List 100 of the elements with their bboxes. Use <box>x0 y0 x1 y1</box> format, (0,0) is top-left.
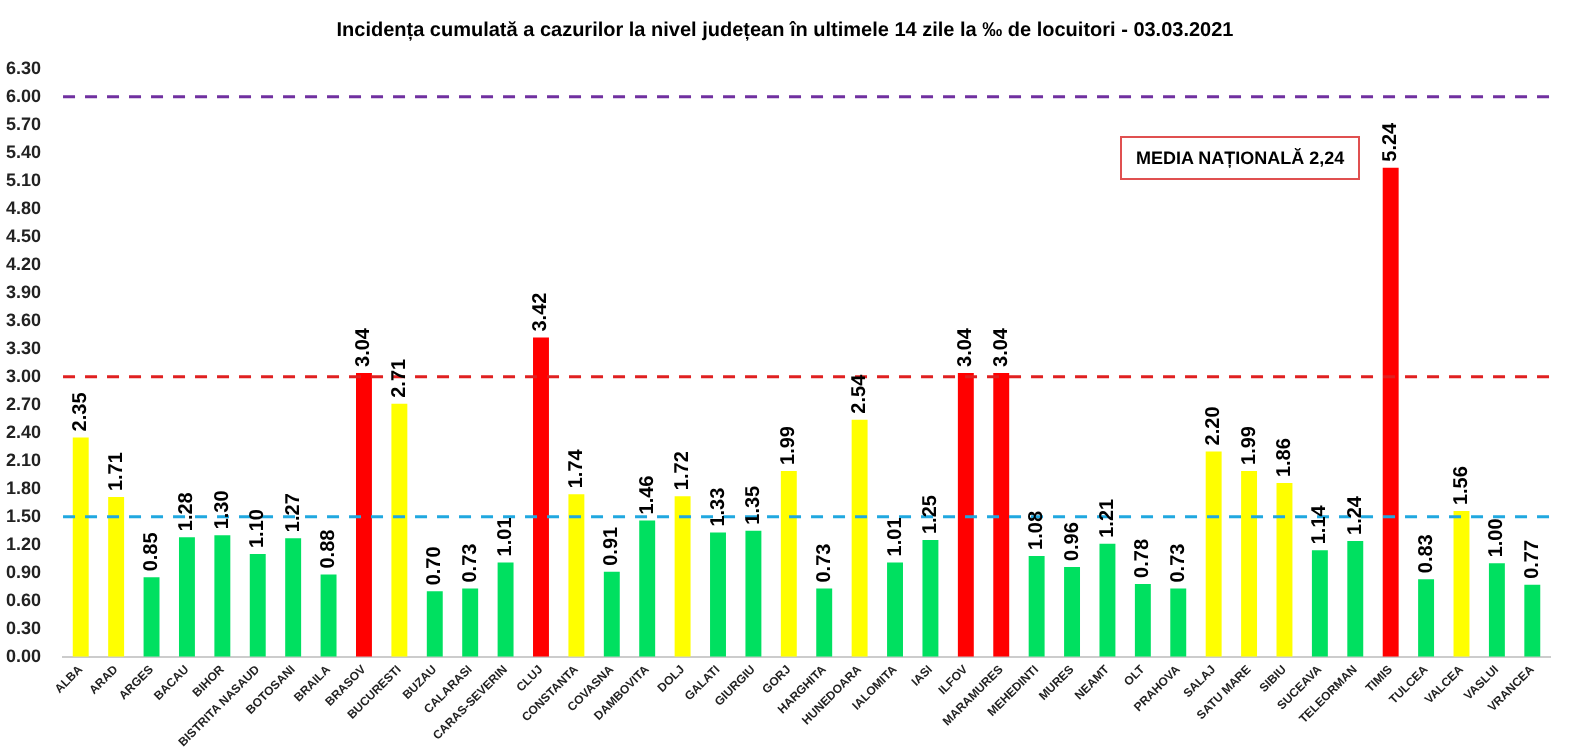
data-label: 0.73 <box>813 542 836 583</box>
data-label: 1.30 <box>211 489 234 530</box>
y-tick-label: 4.20 <box>5 253 42 274</box>
data-label: 1.00 <box>1486 517 1509 558</box>
y-tick-label: 3.30 <box>5 337 42 358</box>
data-label: 0.91 <box>601 525 624 566</box>
bar <box>533 337 549 657</box>
data-label: 0.77 <box>1521 539 1544 579</box>
bar <box>1028 555 1045 657</box>
data-label: 2.71 <box>388 357 411 398</box>
bar <box>922 540 939 657</box>
data-label: 1.71 <box>105 451 128 492</box>
y-tick-label: 1.80 <box>5 477 42 498</box>
bar <box>285 538 302 657</box>
data-label: 1.14 <box>1309 504 1332 545</box>
bar <box>674 496 691 657</box>
data-label: 3.04 <box>955 327 978 367</box>
bar <box>1488 563 1505 657</box>
y-tick-label: 0.60 <box>5 589 42 610</box>
data-label: 3.04 <box>353 327 376 367</box>
y-tick-label: 0.90 <box>5 561 42 582</box>
y-tick-label: 5.70 <box>5 113 42 134</box>
bar <box>1382 167 1399 657</box>
data-label: 0.78 <box>1132 538 1155 578</box>
y-tick-label: 5.40 <box>5 141 42 162</box>
data-label: 1.99 <box>778 425 801 465</box>
data-label: 0.96 <box>1061 521 1084 562</box>
data-label: 1.86 <box>1273 437 1296 478</box>
data-label: 1.27 <box>282 492 305 533</box>
bar <box>851 419 868 657</box>
data-label: 1.08 <box>1026 510 1049 550</box>
annotation: MEDIA NAȚIONALĂ 2,24 <box>1120 136 1361 180</box>
y-tick-label: 2.70 <box>5 393 42 414</box>
bar <box>1453 511 1470 657</box>
bar <box>1418 579 1435 657</box>
bar <box>426 591 443 657</box>
data-label: 1.01 <box>495 516 518 557</box>
bar <box>816 588 833 657</box>
data-label: 5.24 <box>1380 121 1403 162</box>
bar <box>72 437 89 657</box>
bar <box>1205 451 1222 657</box>
data-label: 0.70 <box>424 545 447 586</box>
bar <box>957 373 974 657</box>
bar <box>993 373 1010 657</box>
y-tick-label: 5.10 <box>5 169 42 190</box>
bar <box>568 494 585 657</box>
data-label: 1.24 <box>1344 495 1367 535</box>
bar <box>356 373 372 657</box>
data-label: 3.04 <box>990 327 1013 367</box>
data-label: 2.20 <box>1203 405 1226 446</box>
data-label: 1.21 <box>1096 497 1119 538</box>
data-label: 1.72 <box>672 450 695 491</box>
y-tick-label: 2.40 <box>5 421 42 442</box>
bar <box>1099 543 1116 657</box>
y-tick-label: 2.10 <box>5 449 42 470</box>
bar <box>780 470 797 657</box>
y-tick-label: 3.90 <box>5 281 42 302</box>
y-tick-label: 3.60 <box>5 309 42 330</box>
bar <box>603 571 620 657</box>
data-label: 0.83 <box>1415 533 1438 574</box>
y-tick-label: 1.50 <box>5 505 42 526</box>
bar <box>1064 567 1081 657</box>
data-label: 1.10 <box>247 508 270 549</box>
bar <box>214 535 231 657</box>
y-tick-label: 3.00 <box>5 365 42 386</box>
bar <box>1276 483 1293 657</box>
bar <box>143 577 160 657</box>
data-label: 2.54 <box>849 373 872 414</box>
bar <box>710 532 726 657</box>
y-tick-label: 4.50 <box>5 225 42 246</box>
data-label: 1.56 <box>1450 465 1473 506</box>
data-label: 3.42 <box>530 291 553 332</box>
data-label: 1.25 <box>919 494 942 535</box>
data-label: 2.35 <box>70 391 93 432</box>
bar <box>1311 550 1328 657</box>
data-label: 1.33 <box>707 486 730 527</box>
data-label: 1.35 <box>742 484 765 525</box>
bar <box>391 403 408 657</box>
bar <box>1347 540 1364 657</box>
data-label: 0.85 <box>141 531 164 572</box>
bar <box>1170 588 1187 657</box>
bar <box>108 497 125 657</box>
y-tick-label: 6.30 <box>5 57 42 78</box>
bar <box>462 588 479 657</box>
y-tick-label: 1.20 <box>5 533 42 554</box>
data-label: 1.74 <box>565 448 588 489</box>
data-label: 0.88 <box>318 528 341 569</box>
data-label: 0.73 <box>1167 542 1190 583</box>
data-label: 1.99 <box>1238 425 1261 465</box>
bar <box>1134 583 1151 657</box>
y-tick-label: 0.00 <box>5 645 42 666</box>
bar <box>745 530 762 657</box>
bar <box>887 562 903 657</box>
bar <box>320 574 337 657</box>
bar <box>178 537 195 657</box>
data-label: 0.73 <box>459 542 482 583</box>
data-label: 1.28 <box>176 491 199 532</box>
y-tick-label: 0.30 <box>5 617 42 638</box>
data-label: 1.46 <box>636 474 659 515</box>
bar <box>497 562 514 657</box>
